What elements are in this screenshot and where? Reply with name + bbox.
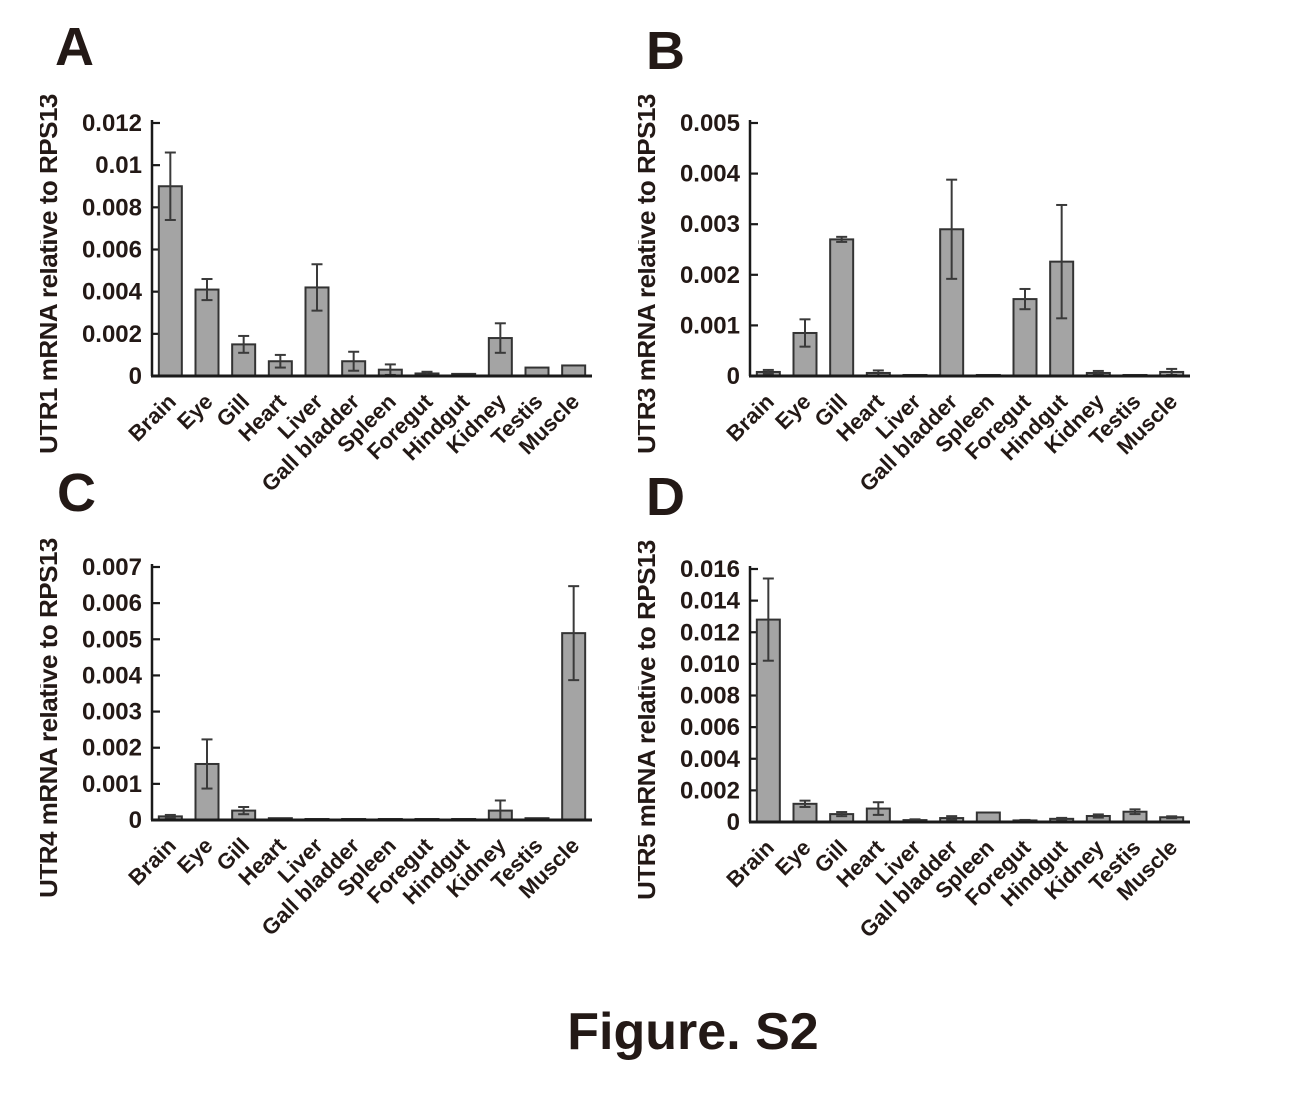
x-tick-label-eye: Eye bbox=[770, 835, 815, 880]
y-tick-label: 0.012 bbox=[680, 619, 740, 646]
bar-foregut bbox=[1012, 298, 1038, 377]
y-axis-title: UTR3 mRNA relative to RPS13 bbox=[638, 94, 661, 454]
y-tick-label: 0.012 bbox=[82, 110, 142, 137]
y-tick-label: 0.001 bbox=[82, 771, 142, 798]
bar-gill bbox=[829, 238, 855, 377]
bar-eye bbox=[194, 288, 220, 377]
panel-letter-a: A bbox=[55, 17, 94, 77]
bar-muscle bbox=[561, 364, 587, 378]
y-tick-label: 0.007 bbox=[82, 554, 142, 581]
panel-b-bar-chart: 00.0010.0020.0030.0040.005BrainEyeGillHe… bbox=[638, 94, 1190, 496]
panel-c-bar-chart: 00.0010.0020.0030.0040.0050.0060.007Brai… bbox=[40, 538, 592, 940]
x-tick-label-eye: Eye bbox=[172, 389, 217, 434]
y-tick-label: 0.005 bbox=[680, 110, 740, 137]
y-tick-label: 0 bbox=[727, 809, 740, 836]
y-tick-label: 0.002 bbox=[82, 735, 142, 762]
panel-letter-c: C bbox=[57, 463, 96, 523]
panel-a-bar-chart: 00.0020.0040.0060.0080.010.012BrainEyeGi… bbox=[40, 94, 592, 496]
figure-caption: Figure. S2 bbox=[567, 1003, 819, 1061]
y-tick-label: 0 bbox=[129, 807, 142, 834]
y-tick-label: 0.004 bbox=[680, 746, 741, 773]
y-tick-label: 0.004 bbox=[680, 161, 741, 188]
y-tick-label: 0 bbox=[129, 363, 142, 390]
y-axis-title: UTR5 mRNA relative to RPS13 bbox=[638, 540, 661, 900]
y-tick-label: 0.002 bbox=[680, 777, 740, 804]
y-tick-label: 0 bbox=[727, 363, 740, 390]
y-tick-label: 0.001 bbox=[680, 312, 740, 339]
y-tick-label: 0.004 bbox=[82, 279, 143, 306]
y-axis-title: UTR1 mRNA relative to RPS13 bbox=[40, 94, 63, 454]
x-tick-label-eye: Eye bbox=[172, 833, 217, 878]
y-tick-label: 0.014 bbox=[680, 588, 741, 615]
y-tick-label: 0.016 bbox=[680, 556, 740, 583]
panel-letter-b: B bbox=[646, 21, 685, 81]
y-axis-title: UTR4 mRNA relative to RPS13 bbox=[40, 538, 63, 898]
panel-letter-d: D bbox=[646, 467, 685, 527]
y-tick-label: 0.010 bbox=[680, 651, 740, 678]
y-tick-label: 0.003 bbox=[680, 211, 740, 238]
y-tick-label: 0.003 bbox=[82, 699, 142, 726]
y-tick-label: 0.01 bbox=[95, 152, 142, 179]
x-tick-label-eye: Eye bbox=[770, 389, 815, 434]
y-tick-label: 0.006 bbox=[82, 237, 142, 264]
panel-d-bar-chart: 0 0.002 0.004 0.006 0.008 0.010 0.012 0.014 0.01… bbox=[638, 540, 1190, 942]
y-tick-label: 0.008 bbox=[680, 683, 740, 710]
y-tick-label: 0.006 bbox=[680, 714, 740, 741]
y-tick-label: 0.008 bbox=[82, 194, 142, 221]
y-tick-label: 0.002 bbox=[680, 262, 740, 289]
y-tick-label: 0.002 bbox=[82, 321, 142, 348]
y-tick-label: 0.006 bbox=[82, 590, 142, 617]
y-tick-label: 0.004 bbox=[82, 662, 143, 689]
y-tick-label: 0.005 bbox=[82, 626, 142, 653]
